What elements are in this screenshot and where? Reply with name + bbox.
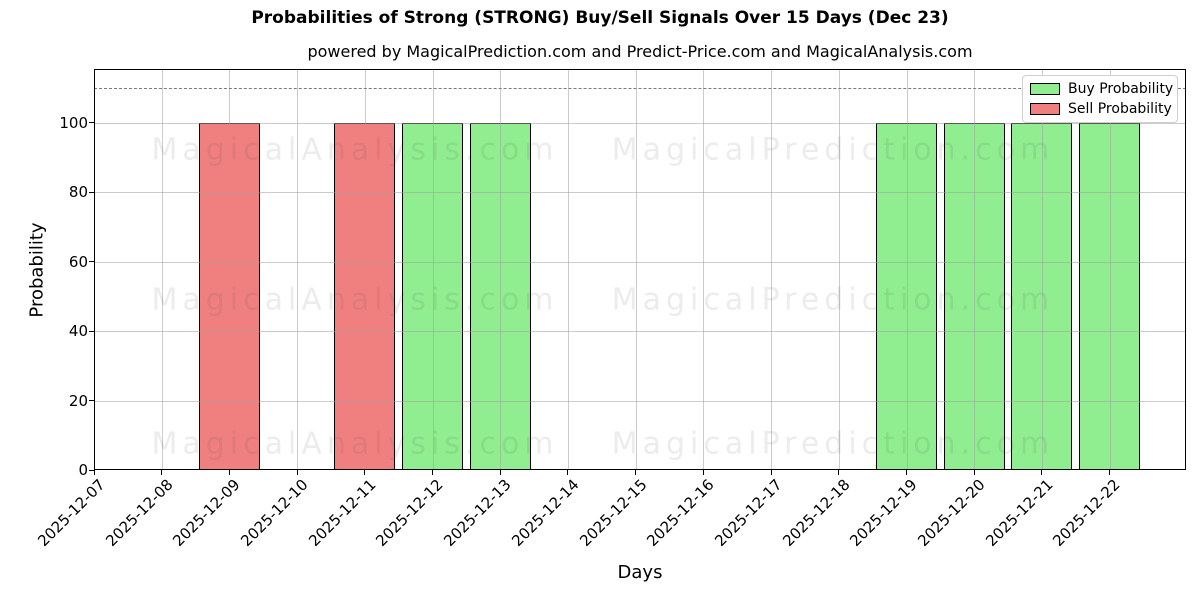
x-tick-2025-12-11 <box>364 470 366 475</box>
y-tick-60 <box>89 261 94 263</box>
x-tick-2025-12-18 <box>838 470 840 475</box>
h-gridline-80 <box>94 192 1186 194</box>
y-tick-label-60: 60 <box>68 252 88 271</box>
v-gridline-2025-12-13 <box>500 69 502 470</box>
h-gridline-60 <box>94 261 1186 263</box>
plot-area <box>89 69 1186 475</box>
x-tick-label-2025-12-11: 2025-12-11 <box>304 475 380 551</box>
v-gridline-2025-12-11 <box>364 69 366 470</box>
threshold-dashed-line <box>94 88 1186 90</box>
h-gridline-20 <box>94 400 1186 402</box>
y-tick-label-100: 100 <box>59 113 88 132</box>
v-gridline-2025-12-21 <box>1041 69 1043 470</box>
sell-swatch <box>1030 103 1060 115</box>
x-tick-2025-12-12 <box>432 470 434 475</box>
chart-subtitle: powered by MagicalPrediction.com and Pre… <box>307 42 973 61</box>
h-gridline-100 <box>94 122 1186 124</box>
h-gridline-40 <box>94 331 1186 333</box>
y-tick-label-40: 40 <box>68 322 88 341</box>
y-tick-20 <box>89 400 94 402</box>
x-tick-label-2025-12-22: 2025-12-22 <box>1049 475 1124 551</box>
v-gridline-2025-12-08 <box>161 69 163 470</box>
watermark-2-0: MagicalAnalysis.com <box>151 426 559 462</box>
x-tick-2025-12-22 <box>1109 470 1111 475</box>
legend-label-buy: Buy Probability <box>1068 80 1174 97</box>
x-tick-label-2025-12-17: 2025-12-17 <box>711 475 786 551</box>
bar-buy-2025-12-13 <box>469 122 531 470</box>
x-tick-label-2025-12-13: 2025-12-13 <box>440 475 515 551</box>
x-tick-label-2025-12-21: 2025-12-21 <box>981 475 1057 551</box>
x-tick-2025-12-10 <box>296 470 298 475</box>
v-gridline-2025-12-14 <box>568 69 569 470</box>
y-tick-100 <box>89 122 94 124</box>
y-tick-80 <box>89 191 94 193</box>
x-tick-2025-12-17 <box>770 470 772 475</box>
legend-item-sell: Sell Probability <box>1030 100 1172 117</box>
v-gridline-2025-12-07 <box>94 69 95 470</box>
v-gridline-2025-12-19 <box>906 69 908 470</box>
x-tick-2025-12-09 <box>228 470 230 475</box>
x-tick-label-2025-12-18: 2025-12-18 <box>778 475 854 551</box>
y-tick-0 <box>89 469 94 471</box>
watermark-2-1: MagicalPrediction.com <box>611 426 1055 462</box>
x-tick-label-2025-12-12: 2025-12-12 <box>372 475 447 551</box>
x-tick-2025-12-15 <box>635 470 637 475</box>
x-tick-2025-12-13 <box>499 470 501 475</box>
y-tick-label-20: 20 <box>68 391 88 410</box>
x-axis-label: Days <box>617 562 663 583</box>
v-gridline-2025-12-20 <box>974 69 976 470</box>
x-tick-label-2025-12-10: 2025-12-10 <box>237 475 312 551</box>
chart-title: Probabilities of Strong (STRONG) Buy/Sel… <box>251 8 949 28</box>
watermark-1-0: MagicalAnalysis.com <box>151 282 559 318</box>
v-gridline-2025-12-17 <box>771 69 773 470</box>
v-gridline-2025-12-16 <box>703 69 705 470</box>
watermark-0-1: MagicalPrediction.com <box>611 132 1055 168</box>
x-tick-label-2025-12-19: 2025-12-19 <box>846 475 921 551</box>
legend-label-sell: Sell Probability <box>1068 100 1172 117</box>
y-tick-40 <box>89 330 94 332</box>
x-tick-2025-12-21 <box>1041 470 1043 475</box>
legend-item-buy: Buy Probability <box>1030 80 1174 97</box>
watermark-0-0: MagicalAnalysis.com <box>151 132 559 168</box>
x-tick-2025-12-14 <box>567 470 569 475</box>
v-gridline-2025-12-22 <box>1109 69 1111 470</box>
x-tick-label-2025-12-20: 2025-12-20 <box>914 475 989 551</box>
v-gridline-2025-12-09 <box>229 69 231 470</box>
v-gridline-2025-12-12 <box>432 69 434 470</box>
x-tick-2025-12-08 <box>161 470 163 475</box>
y-tick-label-80: 80 <box>68 183 88 202</box>
x-tick-label-2025-12-09: 2025-12-09 <box>169 475 244 551</box>
watermark-1-1: MagicalPrediction.com <box>611 282 1055 318</box>
x-tick-label-2025-12-16: 2025-12-16 <box>643 475 718 551</box>
v-gridline-2025-12-18 <box>838 69 840 470</box>
v-gridline-2025-12-10 <box>297 69 299 470</box>
x-tick-label-2025-12-15: 2025-12-15 <box>575 475 651 551</box>
x-tick-2025-12-16 <box>702 470 704 475</box>
x-tick-2025-12-07 <box>93 470 95 475</box>
v-gridline-2025-12-15 <box>635 69 637 470</box>
legend: Buy Probability Sell Probability <box>1022 75 1178 123</box>
buy-swatch <box>1030 83 1060 95</box>
x-tick-2025-12-20 <box>973 470 975 475</box>
x-tick-label-2025-12-07: 2025-12-07 <box>33 475 109 551</box>
x-tick-label-2025-12-14: 2025-12-14 <box>507 475 583 551</box>
x-tick-label-2025-12-08: 2025-12-08 <box>101 475 177 551</box>
y-tick-label-0: 0 <box>78 461 88 479</box>
x-tick-2025-12-19 <box>906 470 908 475</box>
